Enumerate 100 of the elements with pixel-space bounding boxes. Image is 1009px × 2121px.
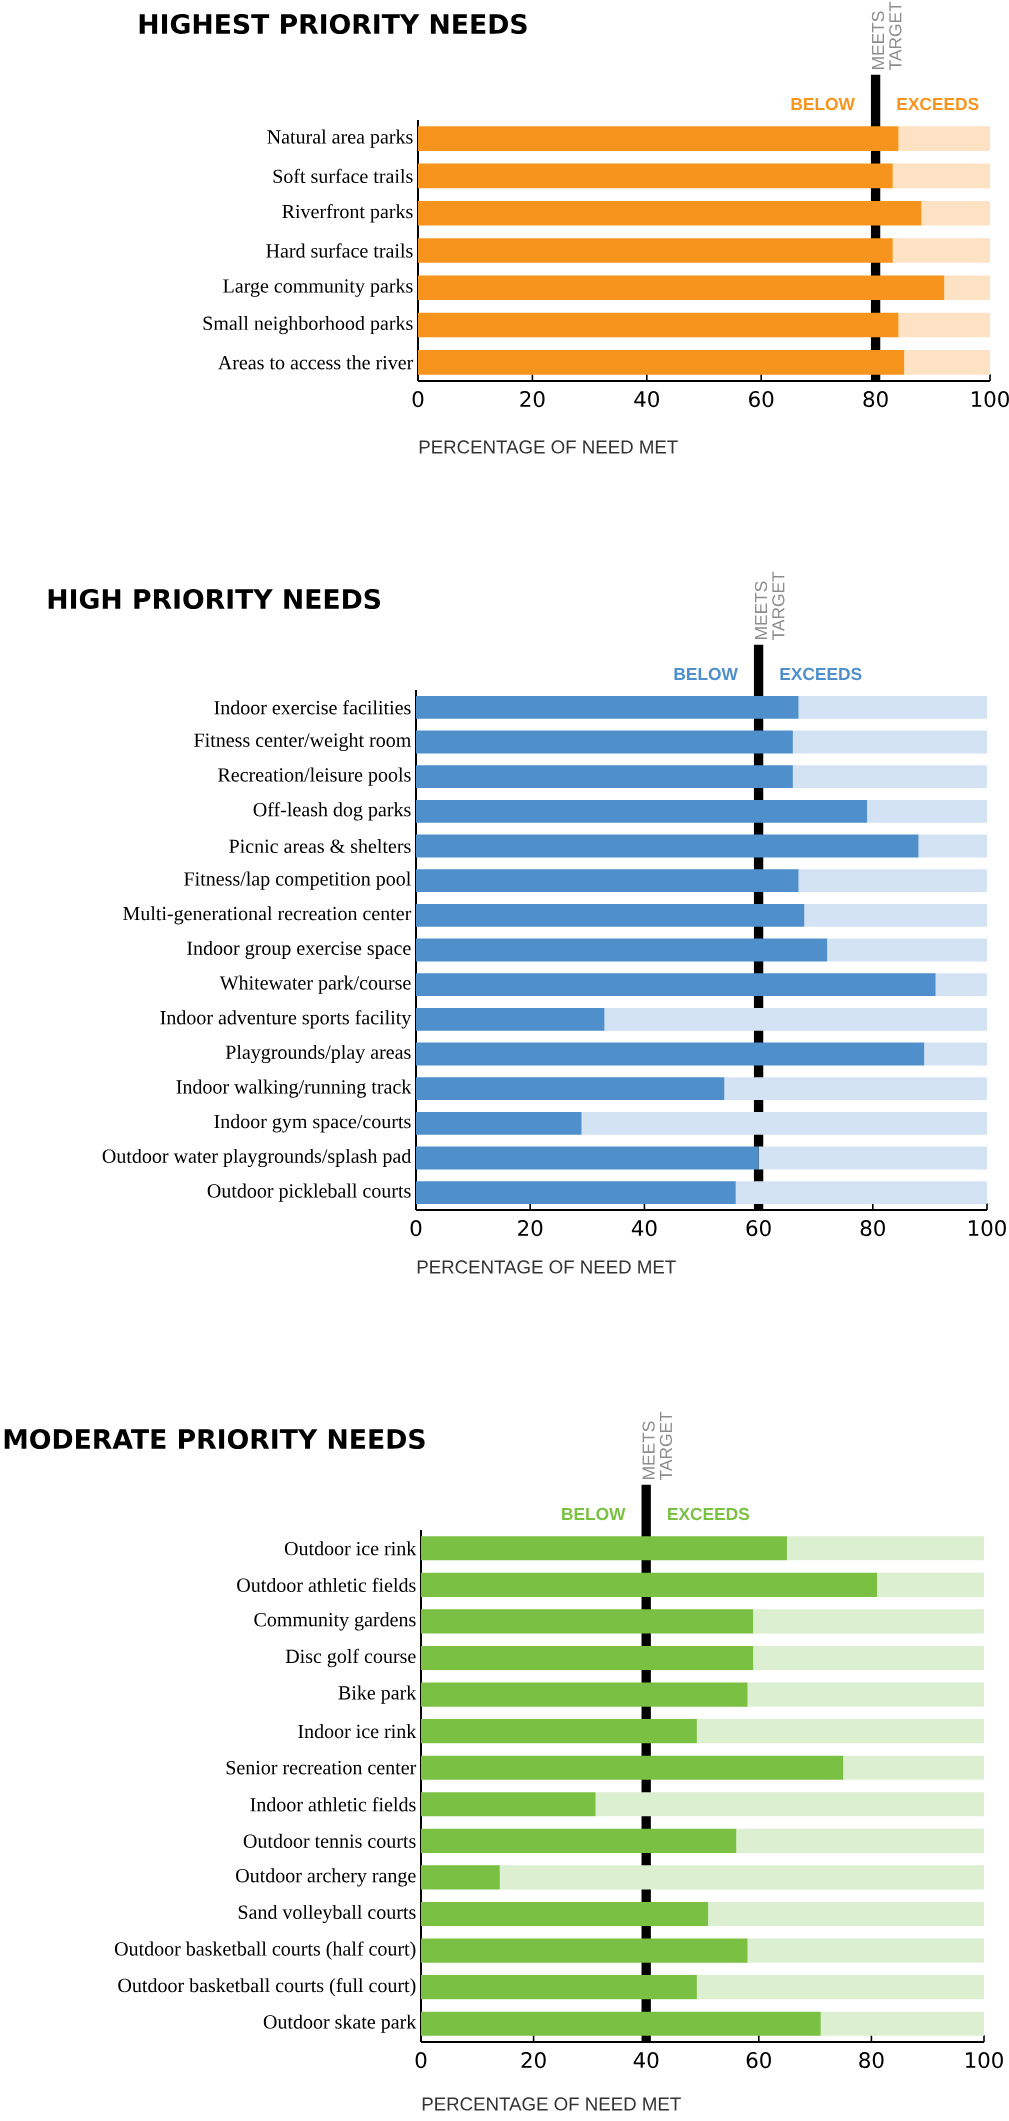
- bar: [420, 1609, 754, 1634]
- bar: [753, 1645, 984, 1671]
- bar: [935, 973, 987, 997]
- bar: [747, 1682, 984, 1707]
- bar: [416, 1181, 736, 1205]
- bar: [420, 1755, 844, 1780]
- y-tick-label: Indoor ice rink: [298, 1724, 417, 1739]
- bar: [420, 1828, 737, 1853]
- ref-line-label: MEETS TARGET: [871, 1, 902, 70]
- y-tick-label: Sand volleyball courts: [238, 1904, 416, 1924]
- bar: [416, 1111, 582, 1135]
- bar: [843, 1755, 984, 1780]
- y-tick-label: Off-leash dog parks: [253, 802, 411, 821]
- text: BELOW: [562, 1507, 626, 1521]
- bar: [758, 1146, 987, 1170]
- x-tick-label: 60: [749, 391, 774, 408]
- bar: [417, 238, 893, 263]
- ref-line-label: MEETS TARGET: [642, 1411, 673, 1480]
- text: BELOW: [674, 667, 738, 681]
- bar: [735, 1181, 987, 1205]
- bar: [792, 730, 987, 754]
- y-tick-label: Indoor exercise facilities: [214, 700, 411, 715]
- bar: [924, 1042, 987, 1066]
- bar: [417, 312, 899, 338]
- bar: [417, 200, 922, 226]
- y-tick-label: Outdoor water playgrounds/splash pad: [102, 1148, 412, 1168]
- text: EXCEEDS: [668, 1507, 750, 1521]
- y-tick-label: Outdoor athletic fields: [237, 1577, 416, 1592]
- bar: [416, 903, 805, 927]
- bar: [420, 2011, 821, 2036]
- text: EXCEEDS: [897, 97, 979, 111]
- bar: [827, 938, 987, 962]
- bar: [420, 1645, 754, 1671]
- bar: [820, 2011, 984, 2036]
- x-tick-label: 0: [412, 391, 424, 408]
- bar: [724, 1077, 987, 1101]
- bar: [420, 1682, 748, 1707]
- x-tick-label: 100: [971, 391, 1009, 408]
- bar: [420, 1719, 697, 1744]
- x-tick-label: 40: [631, 1220, 657, 1237]
- bar: [867, 799, 987, 823]
- y-tick-label: Multi-generational recreation center: [123, 906, 412, 925]
- bar: [696, 1719, 984, 1744]
- bar: [753, 1609, 984, 1634]
- y-tick-label: Large community parks: [223, 278, 413, 297]
- x-tick-label: 40: [634, 391, 659, 408]
- bar: [904, 350, 990, 375]
- y-tick-label: Indoor adventure sports facility: [160, 1010, 412, 1029]
- y-tick-label: Disc golf course: [285, 1648, 416, 1668]
- x-tick-label: 20: [518, 1220, 543, 1237]
- y-tick-label: Whitewater park/course: [219, 975, 411, 994]
- bar: [708, 1901, 984, 1927]
- bar: [416, 973, 936, 997]
- y-tick-label: Hard surface trails: [266, 243, 413, 258]
- bar: [416, 1077, 725, 1101]
- y-tick-label: Indoor athletic fields: [250, 1797, 416, 1812]
- x-tick-label: 20: [521, 2052, 546, 2069]
- bar: [416, 765, 793, 789]
- bar: [804, 903, 987, 927]
- y-tick-label: Outdoor tennis courts: [243, 1833, 416, 1848]
- bar: [416, 1042, 925, 1066]
- x-tick-label: 0: [410, 1220, 422, 1237]
- y-tick-label: Playgrounds/play areas: [225, 1044, 411, 1064]
- bar: [416, 730, 793, 754]
- chart-title: HIGHEST PRIORITY NEEDS: [139, 13, 527, 35]
- y-tick-label: Outdoor archery range: [236, 1868, 416, 1887]
- bar: [898, 312, 990, 338]
- y-tick-label: Indoor walking/running track: [176, 1079, 412, 1098]
- y-tick-label: Indoor group exercise space: [187, 940, 411, 960]
- x-tick-label: 80: [860, 1220, 885, 1237]
- y-tick-label: Outdoor basketball courts (full court): [118, 1977, 416, 1997]
- y-tick-label: Senior recreation center: [226, 1761, 417, 1775]
- bar: [604, 1007, 987, 1031]
- bar: [581, 1111, 987, 1135]
- y-tick-label: Community gardens: [254, 1612, 416, 1631]
- y-tick-label: Recreation/leisure pools: [218, 767, 411, 786]
- x-tick-label: 0: [415, 2052, 427, 2069]
- bar: [416, 938, 828, 962]
- bar: [798, 869, 987, 893]
- bar: [420, 1536, 787, 1561]
- x-axis-title: PERCENTAGE OF NEED MET: [422, 2097, 681, 2111]
- x-tick-label: 100: [965, 2052, 1003, 2069]
- x-tick-label: 60: [746, 2052, 771, 2069]
- chart-title: MODERATE PRIORITY NEEDS: [4, 1428, 425, 1450]
- bar: [499, 1865, 984, 1890]
- text: BELOW: [791, 97, 855, 111]
- bar: [416, 695, 799, 719]
- bar: [420, 1865, 500, 1890]
- y-tick-label: Picnic areas & shelters: [229, 838, 411, 854]
- bar: [921, 200, 990, 226]
- y-tick-label: Soft surface trails: [273, 168, 413, 184]
- x-tick-label: 40: [633, 2052, 659, 2069]
- ref-line-label: MEETS TARGET: [754, 571, 785, 640]
- y-tick-label: Outdoor skate park: [263, 2014, 417, 2033]
- text: EXCEEDS: [780, 667, 862, 681]
- bar: [420, 1975, 697, 2000]
- bar: [417, 275, 945, 301]
- y-tick-label: Indoor gym space/courts: [214, 1114, 411, 1133]
- bar: [416, 834, 919, 858]
- bar: [416, 1146, 759, 1170]
